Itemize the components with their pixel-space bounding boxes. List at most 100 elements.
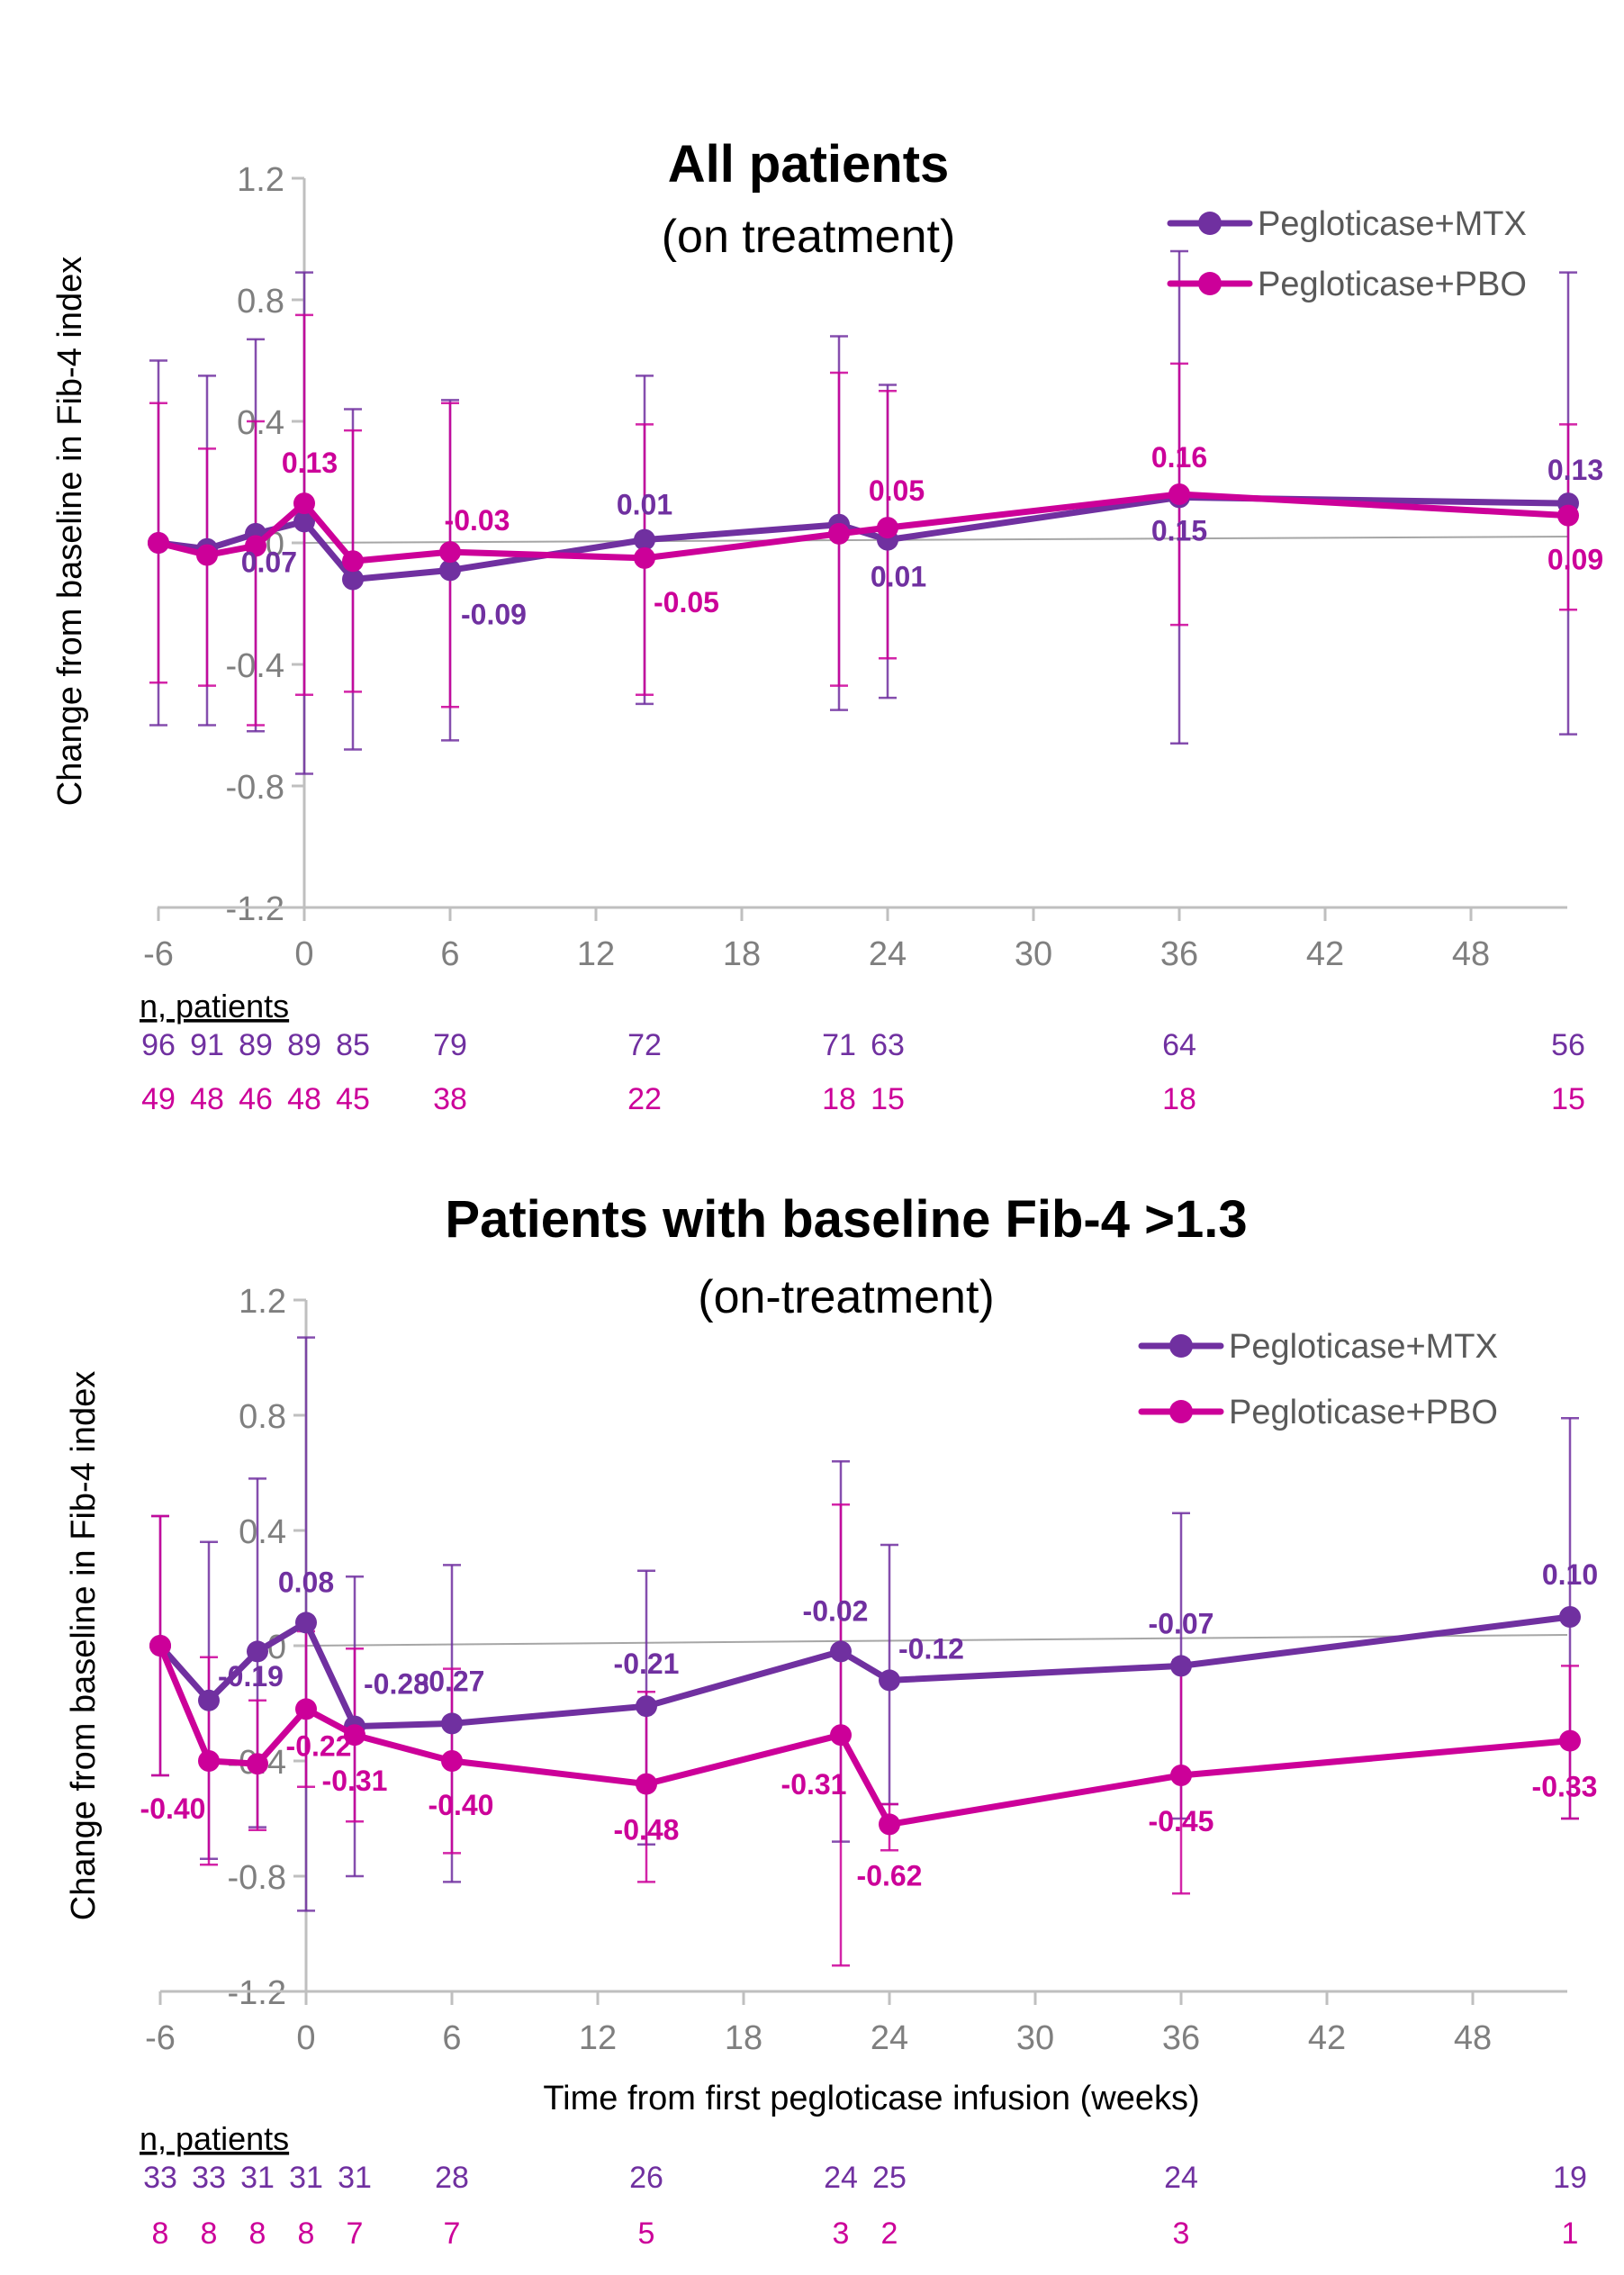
n-patients-value: 31 bbox=[240, 2161, 275, 2195]
data-label: -0.21 bbox=[614, 1648, 680, 1680]
n-patients-value: 8 bbox=[298, 2216, 315, 2251]
x-tick-label: -6 bbox=[145, 2019, 176, 2057]
data-label: -0.09 bbox=[461, 598, 527, 630]
data-label: 0.08 bbox=[278, 1566, 334, 1598]
data-point-pbo bbox=[344, 1724, 365, 1747]
data-point-pbo bbox=[342, 550, 364, 573]
y-tick-label: 0.8 bbox=[239, 1398, 286, 1436]
n-patients-value: 96 bbox=[141, 1028, 176, 1062]
data-label: 0.09 bbox=[1547, 544, 1603, 576]
data-point-pbo bbox=[196, 544, 218, 566]
n-patients-value: 15 bbox=[871, 1082, 905, 1116]
series-line-pbo bbox=[158, 491, 1569, 564]
legend-marker-mtx bbox=[1198, 212, 1222, 235]
x-tick-label: 12 bbox=[579, 2019, 617, 2057]
y-tick-label: 0.8 bbox=[237, 283, 284, 320]
y-axis-label: Change from baseline in Fib-4 index bbox=[51, 257, 89, 806]
n-patients-value: 8 bbox=[201, 2216, 218, 2251]
legend-item-mtx: Pegloticase+MTX bbox=[1138, 1328, 1498, 1366]
data-point-pbo bbox=[877, 517, 898, 539]
n-patients-value: 3 bbox=[1173, 2216, 1190, 2251]
n-patients-value: 18 bbox=[822, 1082, 856, 1116]
x-tick-label: 42 bbox=[1308, 2019, 1346, 2057]
n-patients-value: 89 bbox=[287, 1028, 321, 1062]
x-axis-label: Time from first pegloticase infusion (we… bbox=[543, 2080, 1199, 2117]
data-label: 0.10 bbox=[1542, 1558, 1598, 1591]
data-label: 0.15 bbox=[1151, 514, 1207, 546]
data-label: -0.05 bbox=[654, 586, 719, 618]
legend-label-mtx: Pegloticase+MTX bbox=[1258, 205, 1527, 243]
n-patients-header: n, patients bbox=[140, 2120, 289, 2157]
data-point-pbo bbox=[149, 1635, 171, 1657]
data-point-pbo bbox=[830, 1724, 852, 1747]
x-tick-label: 48 bbox=[1454, 2019, 1492, 2057]
n-patients-value: 38 bbox=[433, 1082, 467, 1116]
data-point-mtx bbox=[1170, 1655, 1192, 1677]
legend: Pegloticase+MTX Pegloticase+PBO bbox=[1167, 205, 1527, 303]
error-bars-mtx bbox=[149, 249, 1577, 775]
legend-label-pbo: Pegloticase+PBO bbox=[1258, 266, 1527, 303]
n-patients-value: 72 bbox=[627, 1028, 662, 1062]
data-point-pbo bbox=[1559, 1729, 1581, 1752]
zero-reference-line bbox=[305, 1634, 1568, 1647]
legend-marker-pbo bbox=[1169, 1400, 1193, 1423]
data-point-pbo bbox=[247, 1753, 268, 1775]
data-point-pbo bbox=[1168, 483, 1190, 505]
n-patients-value: 3 bbox=[833, 2216, 850, 2251]
x-tick-label: 18 bbox=[723, 935, 761, 973]
x-tick-label: 30 bbox=[1015, 935, 1052, 973]
n-patients-value: 8 bbox=[249, 2216, 266, 2251]
zero-reference-line bbox=[303, 536, 1568, 544]
n-patients-value: 31 bbox=[289, 2161, 323, 2195]
x-tick-label: 36 bbox=[1162, 2019, 1200, 2057]
data-point-mtx bbox=[879, 1669, 900, 1692]
chart-baseline-fib4-gt-1-3: Patients with baseline Fib-4 >1.3 (on-tr… bbox=[65, 1190, 1598, 2251]
x-tick-label: 42 bbox=[1306, 935, 1344, 973]
x-tick-label: 12 bbox=[577, 935, 615, 973]
data-label: -0.03 bbox=[445, 504, 510, 537]
data-point-pbo bbox=[636, 1773, 657, 1795]
chart-title: Patients with baseline Fib-4 >1.3 bbox=[445, 1190, 1247, 1249]
error-bars-pbo bbox=[149, 313, 1577, 727]
data-point-mtx bbox=[1559, 1606, 1581, 1628]
legend-item-pbo: Pegloticase+PBO bbox=[1138, 1394, 1498, 1431]
data-point-pbo bbox=[245, 535, 266, 557]
n-patients-value: 64 bbox=[1162, 1028, 1196, 1062]
legend-label-pbo: Pegloticase+PBO bbox=[1229, 1394, 1498, 1431]
n-patients-value: 79 bbox=[433, 1028, 467, 1062]
data-label: -0.33 bbox=[1532, 1771, 1598, 1803]
data-label: -0.07 bbox=[1149, 1607, 1214, 1639]
data-label: -0.31 bbox=[322, 1765, 388, 1797]
x-tick-label: 0 bbox=[296, 2019, 315, 2057]
data-point-mtx bbox=[295, 1611, 317, 1634]
n-patients-value: 33 bbox=[192, 2161, 226, 2195]
data-label: -0.02 bbox=[803, 1594, 869, 1627]
data-point-pbo bbox=[1170, 1765, 1192, 1786]
data-point-mtx bbox=[830, 1640, 852, 1663]
data-point-pbo bbox=[828, 522, 850, 545]
data-label: -0.27 bbox=[420, 1665, 485, 1697]
data-label: -0.62 bbox=[857, 1859, 923, 1891]
n-patients-header: n, patients bbox=[140, 988, 289, 1025]
n-patients-value: 85 bbox=[336, 1028, 370, 1062]
legend-item-pbo: Pegloticase+PBO bbox=[1167, 266, 1527, 303]
data-label: -0.45 bbox=[1149, 1805, 1214, 1837]
chart-subtitle: (on treatment) bbox=[662, 211, 956, 263]
data-label: -0.28 bbox=[364, 1668, 429, 1701]
y-tick-label: 1.2 bbox=[237, 161, 284, 199]
data-point-pbo bbox=[295, 1698, 317, 1720]
data-point-pbo bbox=[634, 546, 655, 569]
x-tick-label: 48 bbox=[1452, 935, 1490, 973]
data-label: -0.40 bbox=[429, 1789, 494, 1821]
data-label: -0.12 bbox=[898, 1632, 964, 1665]
data-label: 0.16 bbox=[1151, 441, 1207, 474]
y-tick-label: 0.4 bbox=[237, 404, 284, 442]
y-tick-label: -1.2 bbox=[228, 1974, 286, 2012]
data-point-mtx bbox=[247, 1640, 268, 1663]
legend-label-mtx: Pegloticase+MTX bbox=[1229, 1328, 1498, 1366]
data-label: 0.13 bbox=[282, 447, 338, 479]
y-tick-label: -0.8 bbox=[228, 1859, 286, 1897]
data-point-mtx bbox=[342, 568, 364, 591]
x-tick-label: 30 bbox=[1016, 2019, 1054, 2057]
